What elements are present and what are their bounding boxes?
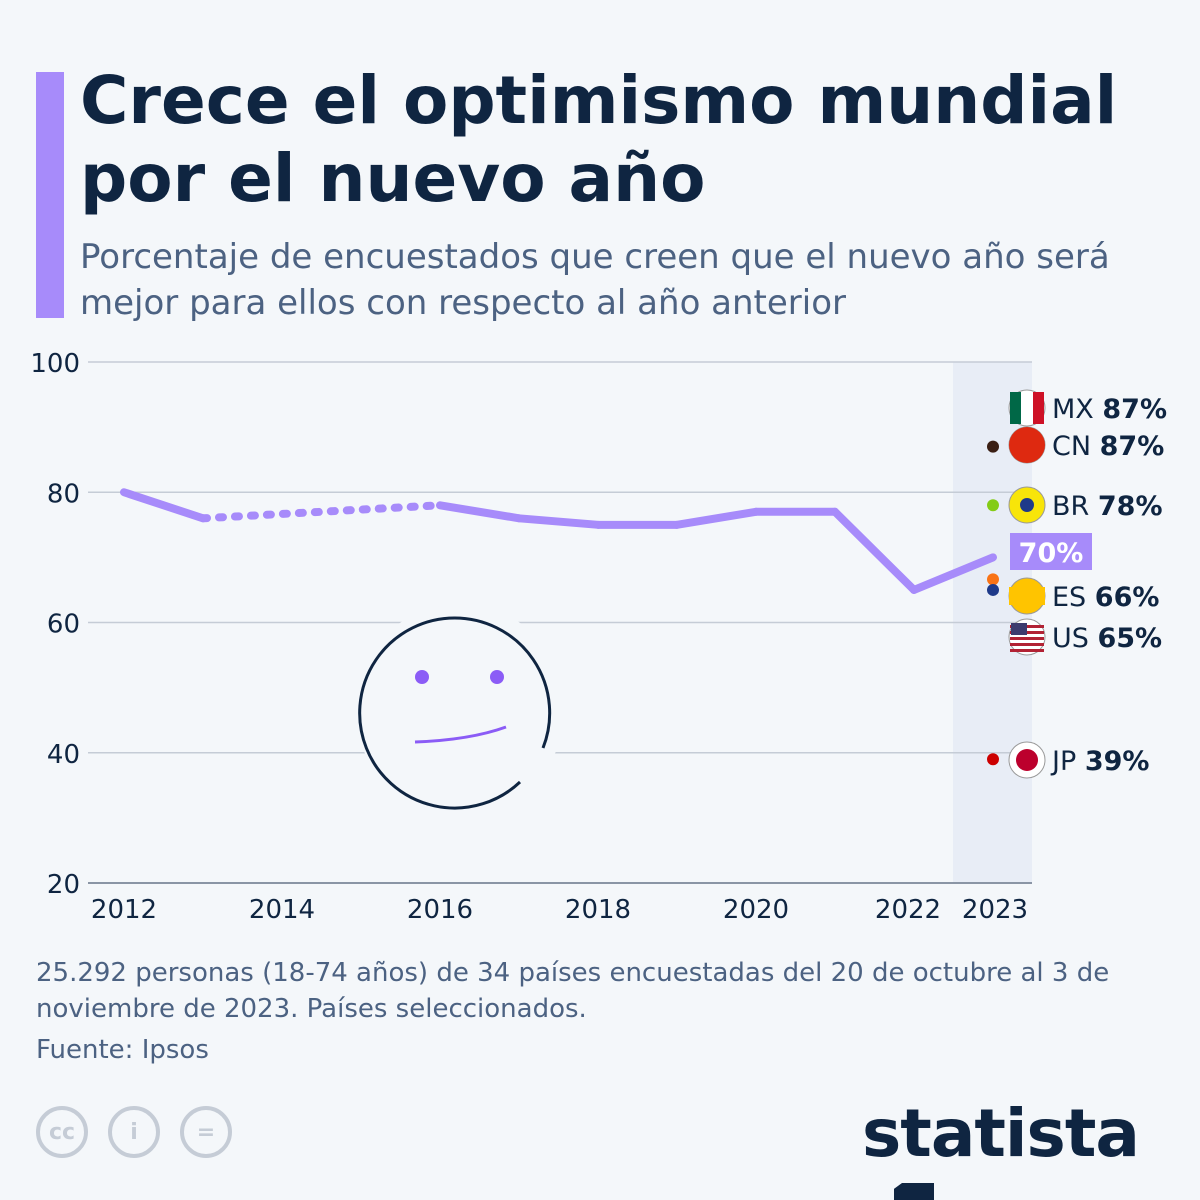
title: Crece el optimismo mundial por el nuevo … — [80, 62, 1118, 217]
x-tick-label: 2014 — [249, 895, 315, 925]
source: Fuente: Ipsos — [36, 1035, 209, 1065]
country-dot — [987, 499, 999, 512]
smiley-mouth-icon — [414, 725, 507, 744]
country-label: JP 39% — [1050, 746, 1149, 777]
series-line-segment — [199, 501, 444, 523]
cc-icon[interactable]: cc — [36, 1106, 88, 1158]
flag-us-stripe — [1010, 649, 1044, 652]
y-tick-label: 20 — [47, 870, 80, 900]
no-derivatives-icon[interactable]: = — [180, 1106, 232, 1158]
y-tick-label: 40 — [47, 740, 80, 770]
subtitle: Porcentaje de encuestados que creen que … — [80, 237, 1110, 323]
country-dot — [987, 440, 999, 453]
series-line-segment — [436, 501, 523, 523]
country-label: US 65% — [1052, 623, 1162, 654]
flag-jp-disc — [1016, 749, 1038, 771]
flag-mx-green — [1010, 392, 1021, 424]
statista-mark-icon — [872, 1183, 934, 1200]
x-tick-label: 2022 — [875, 895, 941, 925]
x-tick-label: 2012 — [91, 895, 157, 925]
smiley-backdrop — [355, 604, 565, 814]
note: 25.292 personas (18-74 años) de 34 paíse… — [36, 958, 1110, 1024]
y-tick-label: 100 — [30, 349, 80, 379]
series-line-segment — [673, 507, 760, 529]
x-tick-label: 2020 — [723, 895, 789, 925]
country-label: BR 78% — [1052, 491, 1163, 522]
x-tick-label: 2023 — [962, 895, 1028, 925]
country-label: ES 66% — [1052, 582, 1159, 613]
country-dot — [987, 753, 999, 766]
flag-cn-fill — [1009, 427, 1045, 463]
flag-br-globe — [1020, 498, 1034, 512]
x-tick-label: 2018 — [565, 895, 631, 925]
flag-us-stripe — [1010, 637, 1044, 640]
y-tick-label: 60 — [47, 610, 80, 640]
flag-us-canton — [1011, 623, 1027, 635]
x-tick-label: 2016 — [407, 895, 473, 925]
series-line-segment — [515, 514, 602, 529]
flag-mx-red — [1033, 392, 1044, 424]
smiley-eye-icon — [415, 670, 429, 684]
country-label: MX 87% — [1052, 394, 1167, 425]
country-label: CN 87% — [1052, 431, 1164, 462]
country-dot — [987, 583, 999, 596]
series-line-segment — [831, 507, 918, 594]
flag-es-band — [1009, 587, 1045, 605]
series-line-segment — [120, 488, 207, 523]
line-chart: 100 80 60 40 20 2012 2014 2016 2018 2020 2022 2023 7… — [30, 349, 1167, 925]
flag-us-stripe — [1010, 643, 1044, 646]
smiley-eye-icon — [490, 670, 504, 684]
country-dot — [987, 573, 999, 586]
last-value-badge — [1010, 533, 1092, 570]
last-value-label: 70% — [1019, 538, 1084, 569]
y-tick-label: 80 — [47, 479, 80, 509]
accent-bar — [36, 72, 64, 318]
smiley-face-icon — [358, 616, 552, 810]
series-line-segment — [910, 553, 997, 594]
statista-logo[interactable]: statista — [862, 1095, 1200, 1200]
attribution-icon[interactable]: i — [108, 1106, 160, 1158]
